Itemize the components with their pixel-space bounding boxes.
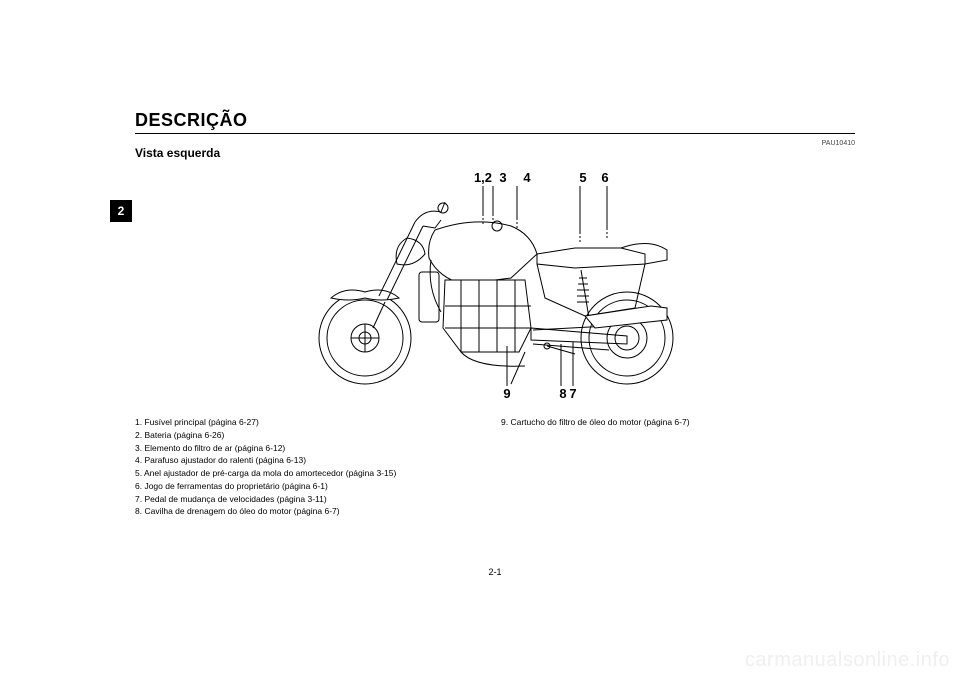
svg-text:1,2: 1,2 [474,170,492,185]
legend: 1. Fusível principal (página 6-27)2. Bat… [135,416,855,518]
legend-left-column: 1. Fusível principal (página 6-27)2. Bat… [135,416,489,518]
svg-text:7: 7 [569,386,576,401]
diagram-container: 1,2 3 4 56 9 87 [135,168,855,408]
legend-item: 4. Parafuso ajustador do ralenti (página… [135,454,489,467]
svg-text:6: 6 [601,170,608,185]
legend-item: 2. Bateria (página 6-26) [135,429,489,442]
legend-right-column: 9. Cartucho do filtro de óleo do motor (… [489,416,855,518]
motorcycle-diagram: 1,2 3 4 56 9 87 [275,168,715,408]
svg-text:4: 4 [523,170,531,185]
chapter-tab: 2 [110,200,132,222]
doc-code: PAU10410 [822,140,855,147]
svg-text:8: 8 [559,386,566,401]
legend-item: 3. Elemento do filtro de ar (página 6-12… [135,442,489,455]
svg-text:3: 3 [499,170,506,185]
svg-text:5: 5 [579,170,586,185]
page-title: DESCRIÇÃO [135,110,855,131]
legend-item: 6. Jogo de ferramentas do proprietário (… [135,480,489,493]
legend-item: 7. Pedal de mudança de velocidades (pági… [135,493,489,506]
legend-item: 8. Cavilha de drenagem do óleo do motor … [135,505,489,518]
page-number: 2-1 [488,567,501,577]
section-subtitle: Vista esquerda [135,146,855,160]
header-rule [135,133,855,134]
legend-item: 9. Cartucho do filtro de óleo do motor (… [501,416,855,429]
legend-item: 5. Anel ajustador de pré-carga da mola d… [135,467,489,480]
svg-text:9: 9 [503,386,510,401]
legend-item: 1. Fusível principal (página 6-27) [135,416,489,429]
manual-page: DESCRIÇÃO PAU10410 Vista esquerda 2 [135,110,855,565]
watermark: carmanualsonline.info [745,649,950,672]
